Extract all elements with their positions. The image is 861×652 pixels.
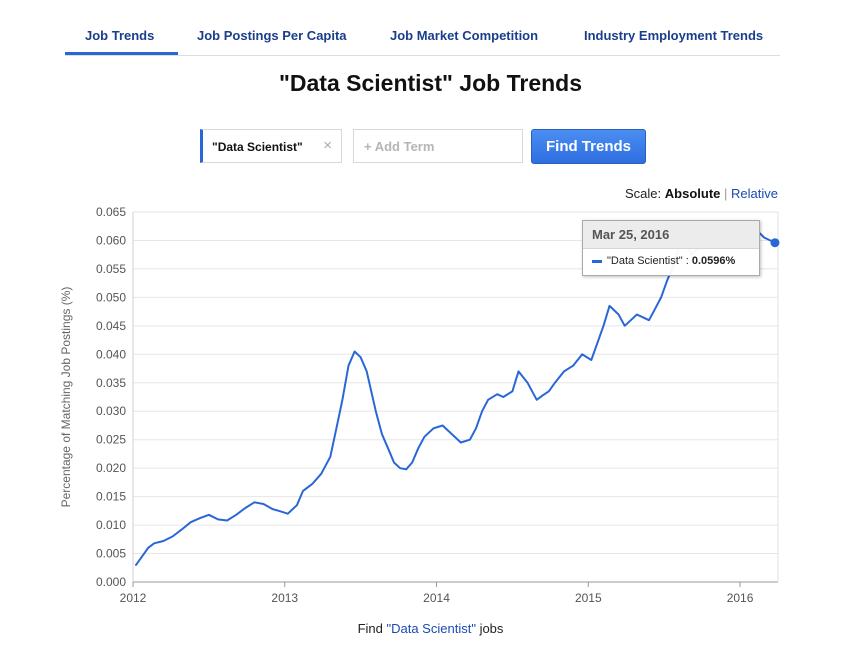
add-term-input[interactable]	[354, 130, 514, 162]
grid	[133, 211, 778, 583]
tab-industry-employment-trends[interactable]: Industry Employment Trends	[584, 28, 764, 43]
y-tick-label: 0.015	[96, 490, 126, 504]
add-term-field[interactable]	[353, 129, 523, 163]
tab-job-market-competition[interactable]: Job Market Competition	[390, 28, 539, 43]
close-icon[interactable]: ×	[323, 137, 332, 154]
tab-job-trends[interactable]: Job Trends	[64, 28, 179, 55]
scale-toggle: Scale: Absolute | Relative	[625, 186, 778, 201]
y-tick-label: 0.065	[96, 205, 126, 219]
footer-suffix: jobs	[479, 621, 504, 636]
search-term-label: "Data Scientist"	[212, 140, 303, 154]
y-tick-label: 0.045	[96, 319, 126, 333]
y-tick-label: 0.055	[96, 262, 126, 276]
y-tick-label: 0.030	[96, 404, 126, 418]
y-axis-label: Percentage of Matching Job Postings (%)	[59, 287, 73, 508]
y-tick-label: 0.060	[96, 233, 126, 247]
chart-tooltip: Mar 25, 2016 "Data Scientist" : 0.0596%	[582, 220, 760, 276]
y-tick-label: 0.005	[96, 547, 126, 561]
nav-tabs: Job Trends Job Postings Per Capita Job M…	[64, 0, 780, 56]
tooltip-body: "Data Scientist" : 0.0596%	[583, 249, 759, 267]
x-tick-label: 2013	[271, 591, 298, 605]
legend-swatch-icon	[592, 259, 602, 263]
x-tick-label: 2015	[575, 591, 602, 605]
series	[135, 228, 780, 566]
find-trends-button[interactable]: Find Trends	[531, 129, 646, 164]
find-jobs-link[interactable]: "Data Scientist"	[386, 621, 476, 636]
page-title: "Data Scientist" Job Trends	[279, 70, 582, 96]
y-tick-label: 0.010	[96, 518, 126, 532]
tooltip-date: Mar 25, 2016	[583, 221, 759, 249]
tab-job-postings-per-capita[interactable]: Job Postings Per Capita	[197, 28, 347, 43]
tooltip-value: 0.0596%	[691, 255, 736, 267]
scale-label: Scale:	[625, 186, 662, 201]
search-term-chip[interactable]: "Data Scientist" ×	[200, 129, 342, 163]
x-tick-label: 2014	[423, 591, 450, 605]
x-tick-label: 2016	[727, 591, 754, 605]
y-tick-label: 0.000	[96, 575, 126, 589]
scale-separator: |	[724, 186, 728, 201]
y-tick-label: 0.025	[96, 433, 126, 447]
find-jobs-footer: Find "Data Scientist" jobs	[0, 621, 861, 636]
y-tick-label: 0.050	[96, 290, 126, 304]
hover-point	[770, 238, 780, 248]
scale-absolute[interactable]: Absolute	[664, 186, 721, 201]
tooltip-series: "Data Scientist"	[607, 255, 683, 267]
y-tick-label: 0.020	[96, 461, 126, 475]
footer-prefix: Find	[357, 621, 383, 636]
y-tick-label: 0.035	[96, 376, 126, 390]
x-tick-label: 2012	[120, 591, 147, 605]
axes: 0.000 0.005 0.010 0.015 0.020 0.025 0.030 0.035…	[59, 205, 779, 605]
y-tick-label: 0.040	[96, 347, 126, 361]
scale-relative[interactable]: Relative	[731, 186, 778, 201]
series-line	[135, 228, 776, 566]
